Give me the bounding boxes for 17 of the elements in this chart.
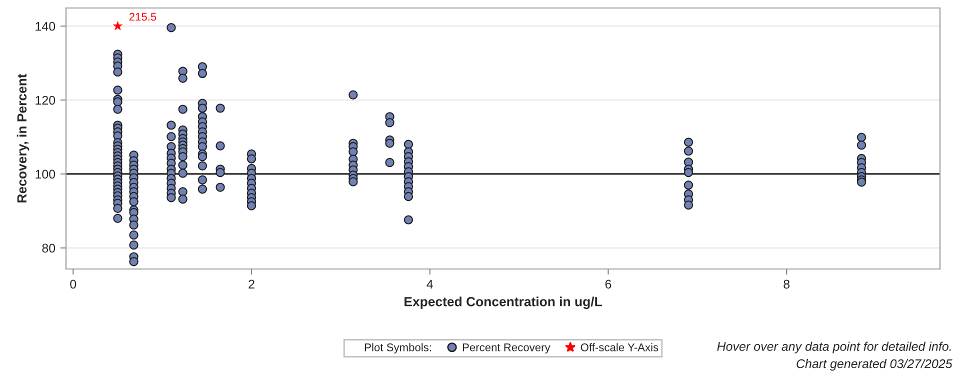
text: Chart generated 03/27/2025	[796, 358, 952, 371]
legend-label: Percent Recovery	[462, 344, 550, 354]
x-tick-label: 8	[784, 280, 790, 289]
y-tick-label: 140	[36, 22, 56, 31]
legend-label: Off-scale Y-Axis	[580, 343, 658, 352]
y-tick-label: 120	[36, 96, 56, 105]
annotation: 215.5	[129, 12, 156, 21]
y-tick-label: 80	[42, 244, 56, 253]
y-axis-title: Recovery, in Percent	[16, 74, 30, 202]
x-tick-label: 2	[248, 280, 254, 288]
x-tick-label: 0	[70, 280, 76, 289]
text: Hover over any data point for detailed info.	[717, 342, 951, 354]
y-tick-label: 100	[36, 170, 56, 179]
x-tick-label: 6	[605, 280, 612, 289]
x-axis-title: Expected Concentration in ug/L	[404, 296, 602, 309]
x-tick-label: 4	[426, 280, 433, 288]
legend-title: Plot Symbols:	[365, 343, 432, 354]
